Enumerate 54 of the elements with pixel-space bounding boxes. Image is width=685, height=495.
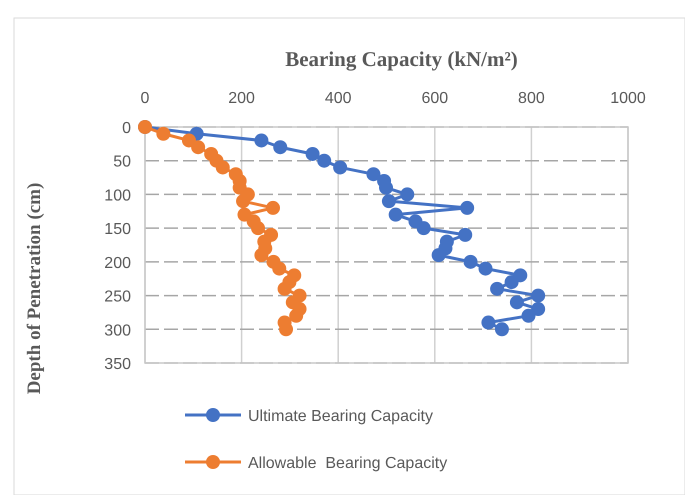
point — [238, 208, 252, 222]
point — [460, 200, 474, 215]
point — [278, 282, 292, 296]
point — [306, 146, 320, 161]
point — [191, 140, 206, 154]
point — [494, 322, 509, 336]
point — [273, 140, 288, 154]
point — [458, 228, 472, 242]
y-tick-label: 50 — [113, 154, 132, 171]
x-tick-label: 1000 — [610, 90, 646, 107]
point — [481, 316, 496, 330]
point — [388, 208, 403, 222]
x-tick-label: 600 — [421, 90, 448, 107]
legend-label: Allowable Bearing Capacity — [248, 455, 448, 472]
point — [266, 200, 280, 215]
point — [522, 308, 536, 323]
point — [317, 154, 332, 168]
y-tick-label: 200 — [104, 254, 132, 272]
point — [490, 282, 504, 296]
x-tick-label: 800 — [518, 90, 545, 107]
point — [333, 160, 348, 174]
point — [236, 194, 250, 208]
y-tick-label: 0 — [122, 120, 132, 137]
x-tick-label: 0 — [140, 90, 150, 107]
y-tick-label: 250 — [104, 288, 132, 306]
y-tick-label: 100 — [104, 187, 132, 204]
point — [289, 308, 304, 323]
point — [478, 262, 493, 276]
point — [382, 194, 396, 208]
point — [531, 288, 546, 303]
legend-label: Ultimate Bearing Capacity — [248, 408, 433, 425]
y-axis-title: Depth of Penetration (cm) — [24, 182, 45, 394]
point — [400, 187, 414, 202]
point — [272, 262, 286, 276]
y-tick-label: 300 — [104, 322, 132, 340]
point — [216, 160, 230, 174]
chart-title: Bearing Capacity (kN/m²) — [285, 47, 518, 71]
point — [251, 221, 266, 236]
point — [379, 180, 394, 195]
point — [366, 167, 380, 182]
x-tick-label: 400 — [324, 90, 352, 107]
point — [254, 248, 268, 262]
y-tick-label: 150 — [104, 221, 132, 238]
point — [416, 221, 431, 236]
y-tick-label: 350 — [104, 356, 132, 373]
point — [504, 275, 519, 290]
point — [510, 295, 524, 310]
x-tick-label: 200 — [228, 90, 256, 107]
point — [432, 248, 446, 262]
point — [156, 126, 170, 141]
point — [531, 302, 546, 316]
point — [464, 254, 478, 269]
point — [182, 133, 196, 148]
point — [254, 133, 268, 148]
